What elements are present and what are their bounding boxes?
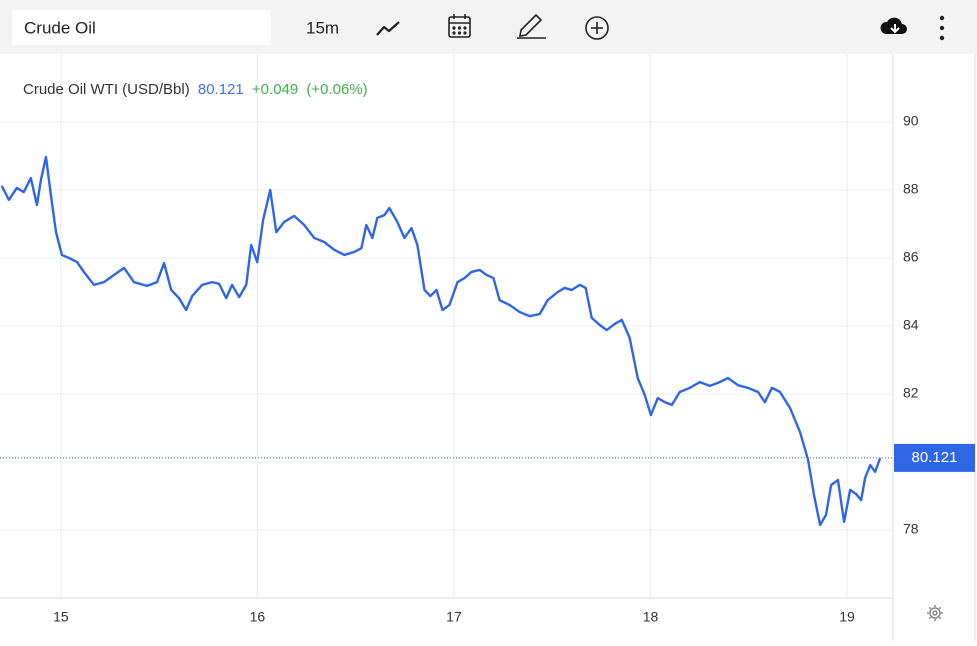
chart-type-icon[interactable] — [376, 21, 400, 36]
price-line — [0, 155, 882, 527]
interval-button[interactable]: 15m — [306, 18, 339, 37]
y-tick-label: 86 — [903, 249, 919, 265]
y-tick-label: 90 — [903, 113, 919, 129]
download-icon[interactable] — [880, 17, 907, 34]
change-pct: (+0.06%) — [306, 81, 367, 98]
y-tick-label: 88 — [903, 181, 919, 197]
legend: Crude Oil WTI (USD/Bbl) 80.121 +0.049 (+… — [23, 81, 368, 98]
symbol-text: Crude Oil — [24, 18, 96, 37]
menu-icon[interactable] — [939, 15, 945, 41]
x-tick-label: 18 — [643, 609, 659, 625]
y-tick-label: 78 — [903, 521, 919, 537]
grid: 788082848688901516171819 — [0, 54, 919, 625]
y-tick-label: 82 — [903, 385, 919, 401]
change: +0.049 — [252, 81, 298, 98]
calendar-icon[interactable] — [448, 14, 471, 38]
x-tick-label: 19 — [839, 609, 855, 625]
symbol-input[interactable] — [12, 10, 271, 45]
add-indicator-icon[interactable] — [585, 16, 609, 40]
series-name: Crude Oil WTI (USD/Bbl) — [23, 81, 190, 98]
last-value: 80.121 — [198, 81, 244, 98]
x-tick-label: 16 — [250, 609, 266, 625]
last-price-badge — [894, 443, 975, 472]
plot: 80.121 — [0, 155, 975, 527]
x-tick-label: 15 — [53, 609, 69, 625]
settings-icon[interactable] — [927, 605, 943, 621]
last-price-label: 80.121 — [912, 449, 958, 466]
draw-icon[interactable] — [517, 13, 546, 39]
y-tick-label: 84 — [903, 317, 919, 333]
x-tick-label: 17 — [446, 609, 462, 625]
